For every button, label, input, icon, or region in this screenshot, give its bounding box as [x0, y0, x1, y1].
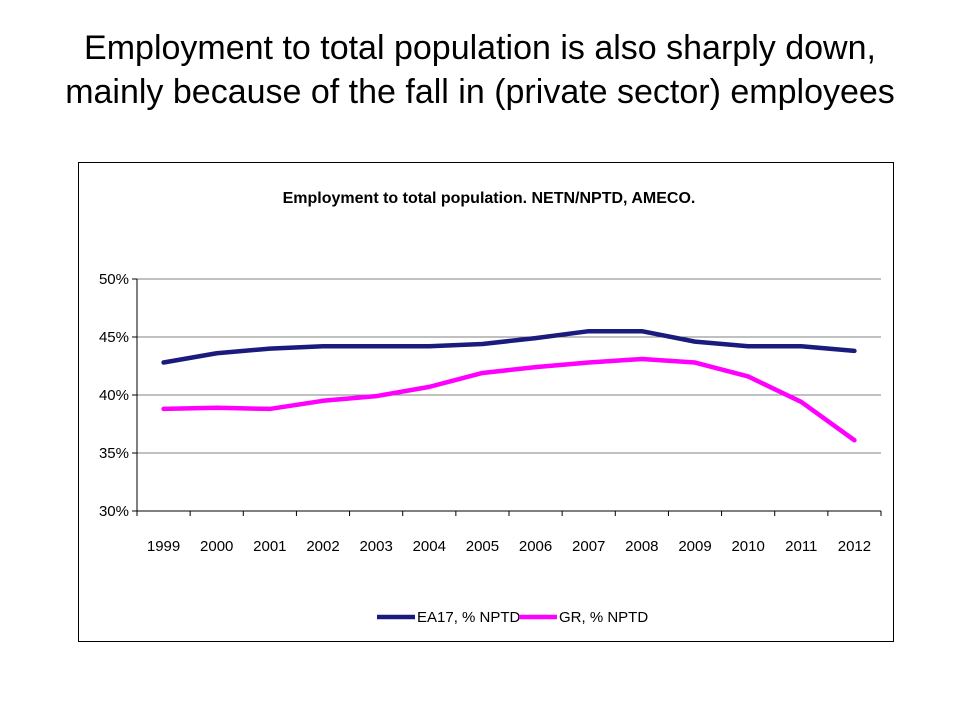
x-tick-label: 2010 — [731, 538, 764, 555]
y-tick-labels: 30% 35% 40% 45% 50% — [99, 271, 129, 520]
x-tick-label: 2007 — [572, 538, 605, 555]
y-tick-label: 40% — [99, 387, 129, 404]
y-tick-label: 30% — [99, 503, 129, 520]
axes — [132, 278, 882, 516]
x-tick-label: 2006 — [519, 538, 552, 555]
grid-lines — [137, 278, 881, 512]
y-tick-label: 45% — [99, 329, 129, 346]
y-tick-label: 35% — [99, 445, 129, 462]
x-tick-label: 2001 — [253, 538, 286, 555]
y-tick-label: 50% — [99, 271, 129, 288]
x-tick-label: 2000 — [200, 538, 233, 555]
slide-title: Employment to total population is also s… — [65, 29, 895, 111]
line-chart: Employment to total population. NETN/NPT… — [99, 190, 882, 626]
x-tick-label: 2005 — [466, 538, 499, 555]
x-tick-labels: 1999 2000 2001 2002 2003 2004 2005 2006 2007 2008… — [147, 538, 871, 555]
x-tick-label: 2003 — [359, 538, 392, 555]
series-line-ea17 — [161, 328, 857, 365]
legend-label: EA17, % NPTD — [417, 609, 521, 626]
x-tick-label: 2009 — [678, 538, 711, 555]
x-tick-label: 2002 — [306, 538, 339, 555]
x-tick-label: 2011 — [785, 538, 817, 555]
x-tick-label: 2012 — [838, 538, 871, 555]
x-tick-label: 1999 — [147, 538, 180, 555]
legend-label: GR, % NPTD — [559, 609, 648, 626]
chart-title: Employment to total population. NETN/NPT… — [283, 190, 696, 207]
chart-frame: Employment to total population. NETN/NPT… — [78, 162, 894, 642]
x-tick-label: 2008 — [625, 538, 658, 555]
legend: EA17, % NPTD GR, % NPTD — [377, 609, 648, 626]
series-line-gr — [161, 356, 857, 443]
x-tick-label: 2004 — [413, 538, 446, 555]
series-lines — [161, 328, 857, 443]
